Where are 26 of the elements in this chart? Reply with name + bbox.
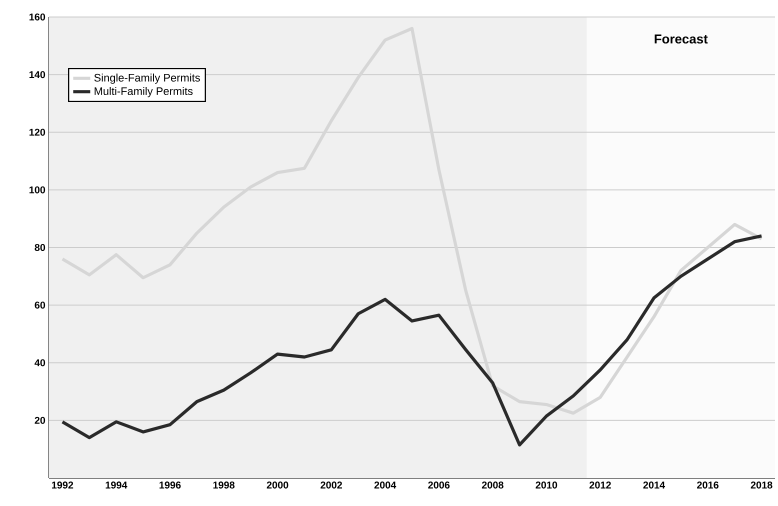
y-tick-label: 60 (34, 302, 46, 309)
x-tick-label: 2016 (697, 482, 719, 489)
legend-label: Multi-Family Permits (94, 86, 193, 98)
x-tick-label: 1992 (52, 482, 74, 489)
x-tick-label: 1994 (106, 482, 128, 489)
x-tick-label: 2004 (374, 482, 396, 489)
x-tick-label: 2010 (536, 482, 558, 489)
x-tick-label: 2006 (428, 482, 450, 489)
line-series (60, 234, 764, 446)
y-tick-label: 40 (34, 359, 46, 366)
x-tick-label: 2018 (750, 482, 772, 489)
y-tick-label: 160 (29, 13, 46, 21)
y-tick-label: 120 (29, 128, 46, 136)
y-tick-label: 140 (29, 71, 46, 78)
y-tick-label: 100 (29, 186, 46, 194)
x-tick-label: 1996 (160, 482, 181, 489)
x-tick-label: 2012 (589, 482, 611, 489)
x-tick-label: 2014 (643, 482, 666, 489)
x-tick-label: 1998 (213, 482, 235, 489)
legend-label: Single-Family Permits (94, 74, 200, 84)
x-tick-label: 2000 (266, 482, 288, 489)
y-tick-label: 80 (34, 244, 46, 252)
y-tick-label: 20 (34, 416, 46, 424)
band-label: Forecast (654, 34, 708, 44)
x-tick-label: 2002 (320, 482, 342, 489)
x-tick-label: 2008 (482, 482, 504, 489)
